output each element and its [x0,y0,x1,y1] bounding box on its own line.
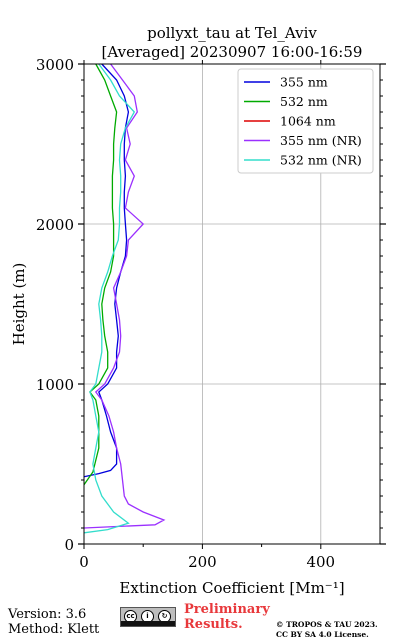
chart-title: pollyxt_tau at Tel_Aviv [147,24,317,42]
preliminary-line-1: Preliminary [184,602,270,617]
copyright-line-1: © TROPOS & TAU 2023. [276,620,378,629]
copyright-note: © TROPOS & TAU 2023. CC BY SA 4.0 Licens… [276,620,378,640]
x-tick-label: 200 [188,553,217,571]
x-tick-label: 400 [306,553,335,571]
preliminary-results-note: Preliminary Results. [184,602,270,632]
series-layer [83,63,166,534]
legend-label-3: 355 nm (NR) [280,133,362,148]
legend-label-1: 532 nm [280,94,328,109]
series-line-4 [83,63,136,534]
y-tick-label: 3000 [36,56,74,74]
legend-box [237,68,374,174]
chart-subtitle: [Averaged] 20230907 16:00-16:59 [102,43,363,61]
axis-ticks: 0 200 400 0 1000 2000 3000 [36,56,386,571]
method-text: Method: Klett [8,622,100,637]
series-line-1 [83,63,118,486]
y-axis-label: Height (m) [10,263,28,346]
y-tick-label: 0 [64,536,74,554]
preliminary-line-2: Results. [184,617,243,632]
legend-label-4: 532 nm (NR) [280,153,362,168]
version-text: Version: 3.6 [8,607,87,622]
cc-license-badge: cc i ↻ [120,607,176,627]
x-tick-label: 0 [79,553,89,571]
plot-frame [83,63,381,545]
legend-label-0: 355 nm [280,75,328,90]
copyright-line-2: CC BY SA 4.0 License. [276,630,369,639]
series-line-3 [83,63,166,529]
legend: 355 nm 532 nm 1064 nm 355 nm (NR) 532 nm (NR… [237,68,374,174]
cc-icon: cc [124,610,137,623]
legend-label-2: 1064 nm [280,114,336,129]
y-tick-label: 1000 [36,376,74,394]
y-tick-label: 2000 [36,216,74,234]
x-axis-label: Extinction Coefficient [Mm⁻¹] [119,579,344,597]
